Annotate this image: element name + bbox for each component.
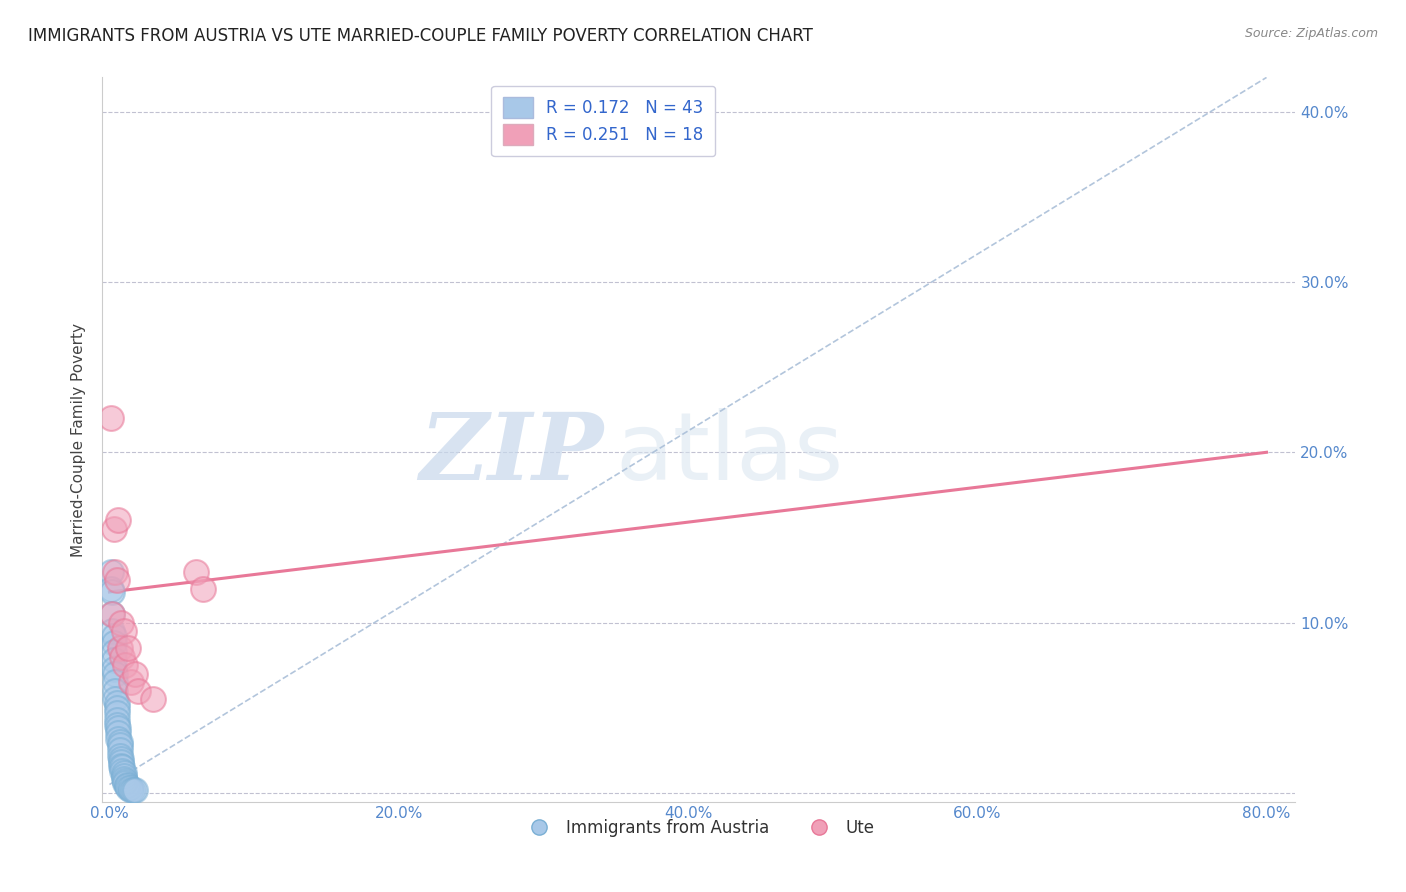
Point <box>112 624 135 639</box>
Point <box>100 411 122 425</box>
Point <box>110 756 132 770</box>
Point <box>186 565 208 579</box>
Point <box>110 615 132 630</box>
Text: Source: ZipAtlas.com: Source: ZipAtlas.com <box>1244 27 1378 40</box>
Point <box>107 721 129 735</box>
Y-axis label: Married-Couple Family Poverty: Married-Couple Family Poverty <box>72 323 86 557</box>
Point <box>101 607 124 622</box>
Legend: Immigrants from Austria, Ute: Immigrants from Austria, Ute <box>516 813 882 844</box>
Point <box>114 774 136 789</box>
Point <box>121 782 143 797</box>
Point <box>127 683 149 698</box>
Point <box>111 760 134 774</box>
Point <box>142 692 165 706</box>
Point <box>120 782 142 797</box>
Point <box>104 565 127 579</box>
Point <box>124 782 146 797</box>
Point <box>112 765 135 780</box>
Point <box>108 735 131 749</box>
Point <box>100 565 122 579</box>
Point <box>101 585 124 599</box>
Point <box>117 641 139 656</box>
Point <box>103 629 125 643</box>
Point <box>118 780 141 795</box>
Point <box>105 713 128 727</box>
Point <box>107 726 129 740</box>
Point <box>104 666 127 681</box>
Point <box>108 641 131 656</box>
Point <box>105 696 128 710</box>
Point <box>193 582 215 596</box>
Point <box>103 522 125 536</box>
Point <box>105 573 128 587</box>
Point <box>108 743 131 757</box>
Text: ZIP: ZIP <box>419 409 603 499</box>
Point <box>107 513 129 527</box>
Point <box>110 752 132 766</box>
Point <box>103 636 125 650</box>
Point <box>112 769 135 783</box>
Point <box>105 706 128 720</box>
Point <box>124 666 146 681</box>
Point <box>120 675 142 690</box>
Point <box>103 662 125 676</box>
Point <box>114 776 136 790</box>
Point <box>111 764 134 778</box>
Point <box>115 779 138 793</box>
Text: atlas: atlas <box>616 408 844 500</box>
Point <box>101 624 124 639</box>
Point <box>108 739 131 753</box>
Point <box>104 683 127 698</box>
Point <box>104 692 127 706</box>
Point <box>111 649 134 664</box>
Point <box>117 780 139 795</box>
Point <box>104 675 127 690</box>
Point <box>103 645 125 659</box>
Point <box>108 748 131 763</box>
Point <box>103 653 125 667</box>
Point <box>105 718 128 732</box>
Point <box>112 772 135 787</box>
Point <box>110 759 132 773</box>
Point <box>115 778 138 792</box>
Text: IMMIGRANTS FROM AUSTRIA VS UTE MARRIED-COUPLE FAMILY POVERTY CORRELATION CHART: IMMIGRANTS FROM AUSTRIA VS UTE MARRIED-C… <box>28 27 813 45</box>
Point <box>100 582 122 596</box>
Point <box>105 701 128 715</box>
Point <box>114 658 136 673</box>
Point <box>107 731 129 746</box>
Point <box>101 607 124 622</box>
